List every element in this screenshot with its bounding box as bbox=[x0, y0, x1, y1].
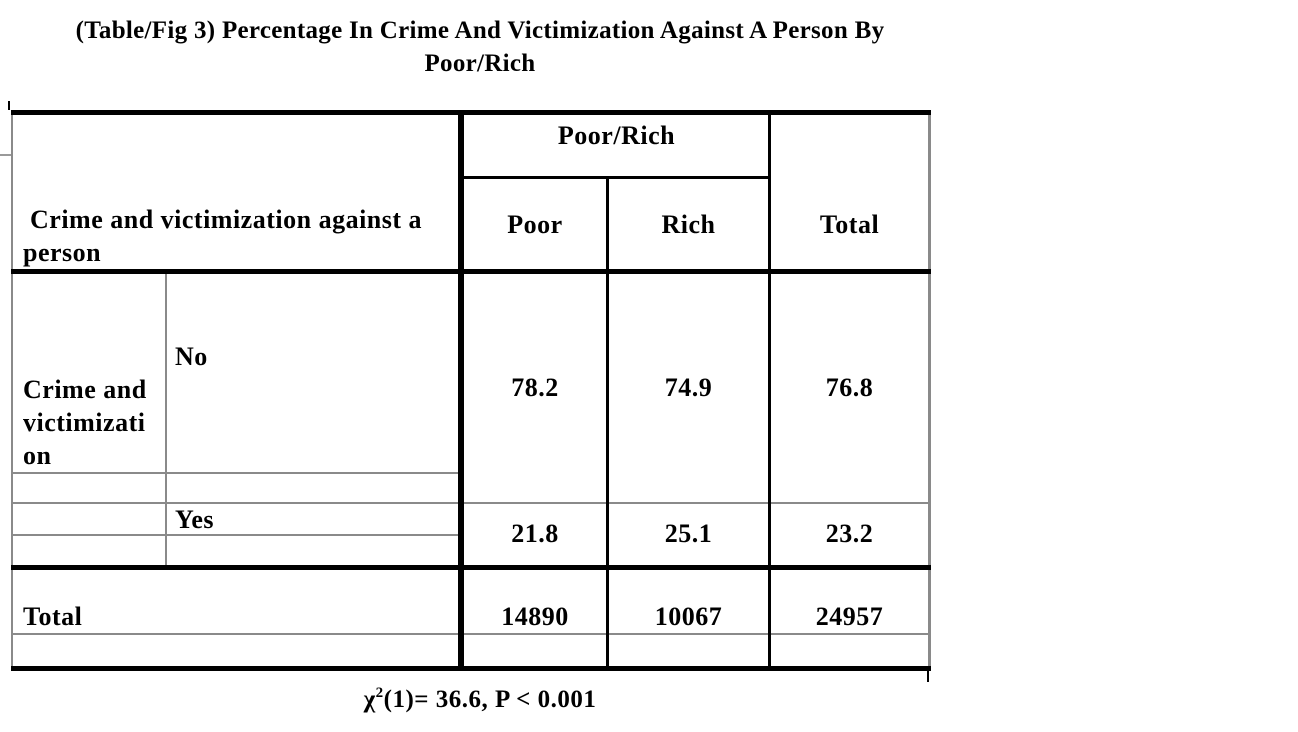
column-header-total: Total bbox=[819, 209, 880, 239]
table-title: (Table/Fig 3) Percentage In Crime And Vi… bbox=[75, 17, 885, 77]
cell-total-poor: 14890 bbox=[501, 602, 569, 631]
totals-top-border bbox=[11, 565, 931, 570]
category-subcolumn-divider bbox=[165, 274, 167, 565]
poor-rich-group-underline bbox=[462, 176, 771, 179]
table-bottom-border bbox=[11, 666, 931, 671]
row-label-yes: Yes bbox=[175, 504, 215, 534]
column-group-header: Poor/Rich bbox=[557, 121, 676, 150]
row-label-no: No bbox=[175, 342, 208, 371]
grid-line-below-totals-row bbox=[11, 633, 931, 635]
cell-yes-total: 23.2 bbox=[825, 519, 874, 548]
cell-no-poor: 78.2 bbox=[511, 372, 559, 402]
scan-artifact-top-left bbox=[8, 101, 10, 110]
row-header-label: Crime and victimization against a person bbox=[23, 205, 423, 267]
column-header-rich: Rich bbox=[661, 209, 716, 239]
column-header-poor: Poor bbox=[507, 209, 563, 239]
chi-symbol: χ bbox=[363, 686, 376, 713]
grid-line-below-no-row bbox=[11, 472, 458, 474]
table-top-border bbox=[11, 110, 931, 115]
scan-artifact-bottom-right bbox=[927, 671, 929, 682]
cell-no-total: 76.8 bbox=[825, 372, 874, 402]
rich-total-column-divider bbox=[768, 110, 771, 671]
poor-rich-column-divider bbox=[606, 176, 609, 671]
totals-row-label: Total bbox=[23, 602, 83, 631]
stub-column-divider bbox=[458, 110, 464, 671]
header-bottom-border bbox=[11, 269, 931, 274]
cell-yes-rich: 25.1 bbox=[664, 519, 713, 548]
table-left-edge-line bbox=[11, 110, 13, 671]
category-stub-label: Crime and victimizati on bbox=[23, 375, 147, 470]
chi-square-note: χ2(1)= 36.6, P < 0.001 bbox=[0, 685, 960, 714]
chi-statistic-text: (1)= 36.6, P < 0.001 bbox=[383, 686, 597, 713]
cell-total-overall: 24957 bbox=[815, 602, 884, 631]
cell-total-rich: 10067 bbox=[654, 602, 723, 631]
cell-yes-poor: 21.8 bbox=[511, 519, 559, 548]
chi-exponent: 2 bbox=[375, 685, 384, 701]
crosstab-table: Crime and victimization against a person… bbox=[11, 110, 931, 671]
table-right-edge-line bbox=[928, 110, 931, 671]
cell-no-rich: 74.9 bbox=[664, 372, 713, 402]
scan-artifact-left-stub bbox=[0, 154, 11, 156]
grid-line-no-yes-separator bbox=[11, 502, 931, 504]
grid-line-below-yes-row bbox=[11, 534, 458, 536]
